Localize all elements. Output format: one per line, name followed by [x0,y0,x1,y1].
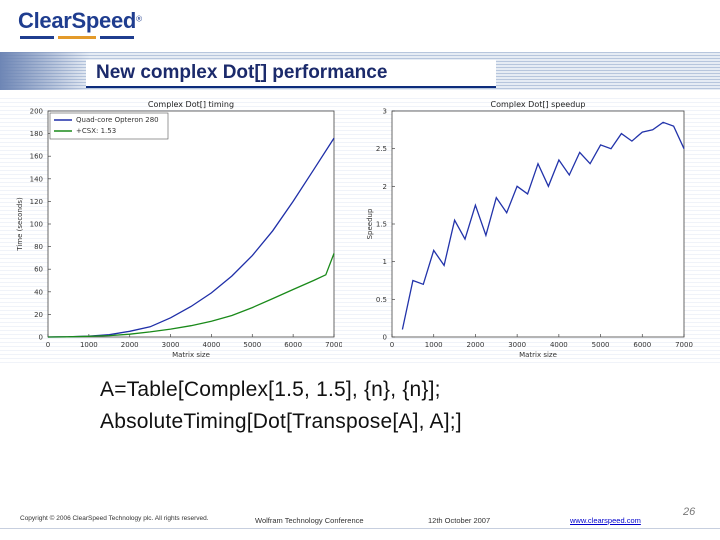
y-tick-label: 20 [34,311,43,319]
y-tick-label: 160 [30,153,43,161]
slide-title: New complex Dot[] performance [96,62,388,83]
logo-registered-mark: ® [136,14,142,24]
clearspeed-logo: ClearSpeed® [18,8,142,48]
presentation-date: 12th October 2007 [428,516,491,525]
x-tick-label: 0 [46,341,50,349]
plot-frame [391,110,685,338]
logo-bar-2 [58,36,96,39]
y-tick-label: 1 [383,258,387,266]
plot-frame [47,110,335,338]
chart-title: Complex Dot[] timing [148,100,234,109]
x-axis-label: Matrix size [172,351,210,359]
code-line-1: A=Table[Complex[1.5, 1.5], {n}, {n}]; [100,378,441,401]
copyright-text: Copyright © 2006 ClearSpeed Technology p… [20,515,209,522]
y-tick-label: 80 [34,243,43,251]
y-tick-label: 1.5 [376,221,387,229]
x-tick-label: 5000 [243,341,261,349]
x-tick-label: 7000 [675,341,693,349]
x-tick-label: 5000 [592,341,610,349]
x-axis-label: Matrix size [519,351,557,359]
legend-label: Quad-core Opteron 280 [76,116,159,124]
y-tick-label: 40 [34,288,43,296]
y-tick-label: 2.5 [376,145,387,153]
legend-box [49,112,169,140]
y-tick-label: 3 [383,108,387,116]
y-tick-label: 0 [383,334,387,342]
series-line-1 [401,121,685,330]
y-axis-label: Time (seconds) [16,197,24,252]
y-tick-label: 100 [30,221,43,229]
speedup-chart-svg: Complex Dot[] speedup 0 1000 2000 3000 4000 50… [366,100,693,359]
x-tick-label: 3000 [508,341,526,349]
footer-divider [0,528,720,529]
chart-title: Complex Dot[] speedup [491,100,586,109]
logo-bars [20,36,138,39]
website-link[interactable]: www.clearspeed.com [570,516,641,525]
logo-bar-3 [100,36,134,39]
x-tick-label: 1000 [80,341,98,349]
x-tick-label: 3000 [162,341,180,349]
x-tick-label: 6000 [633,341,651,349]
page-number: 26 [683,506,696,518]
x-tick-label: 4000 [550,341,568,349]
x-tick-label: 0 [390,341,394,349]
logo-wordmark: ClearSpeed [18,8,137,33]
speedup-chart: Complex Dot[] speedup 0 1000 2000 3000 4000 50… [364,97,694,365]
y-tick-label: 200 [30,108,43,116]
y-axis-label: Speedup [366,208,374,239]
logo-bar-1 [20,36,54,39]
code-line-2: AbsoluteTiming[Dot[Transpose[A], A];] [100,410,462,433]
y-tick-label: 60 [34,266,43,274]
y-tick-label: 180 [30,130,43,138]
x-tick-label: 4000 [203,341,221,349]
x-tick-label: 1000 [425,341,443,349]
y-tick-label: 0.5 [376,296,387,304]
website-link-wrap: www.clearspeed.com [570,516,641,525]
y-tick-label: 2 [383,183,387,191]
x-tick-label: 2000 [467,341,485,349]
y-tick-label: 140 [30,175,43,183]
x-tick-label: 7000 [325,341,342,349]
series-line-2 [47,253,335,338]
title-box [86,60,496,88]
y-tick-label: 0 [39,334,43,342]
x-tick-label: 2000 [121,341,139,349]
timing-chart: Complex Dot[] timing 0 1000 2000 3000 4000 500… [14,97,342,365]
x-tick-label: 6000 [284,341,302,349]
conference-name: Wolfram Technology Conference [255,516,364,525]
y-tick-label: 120 [30,198,43,206]
legend-label: +CSX: 1.53 [76,127,116,135]
